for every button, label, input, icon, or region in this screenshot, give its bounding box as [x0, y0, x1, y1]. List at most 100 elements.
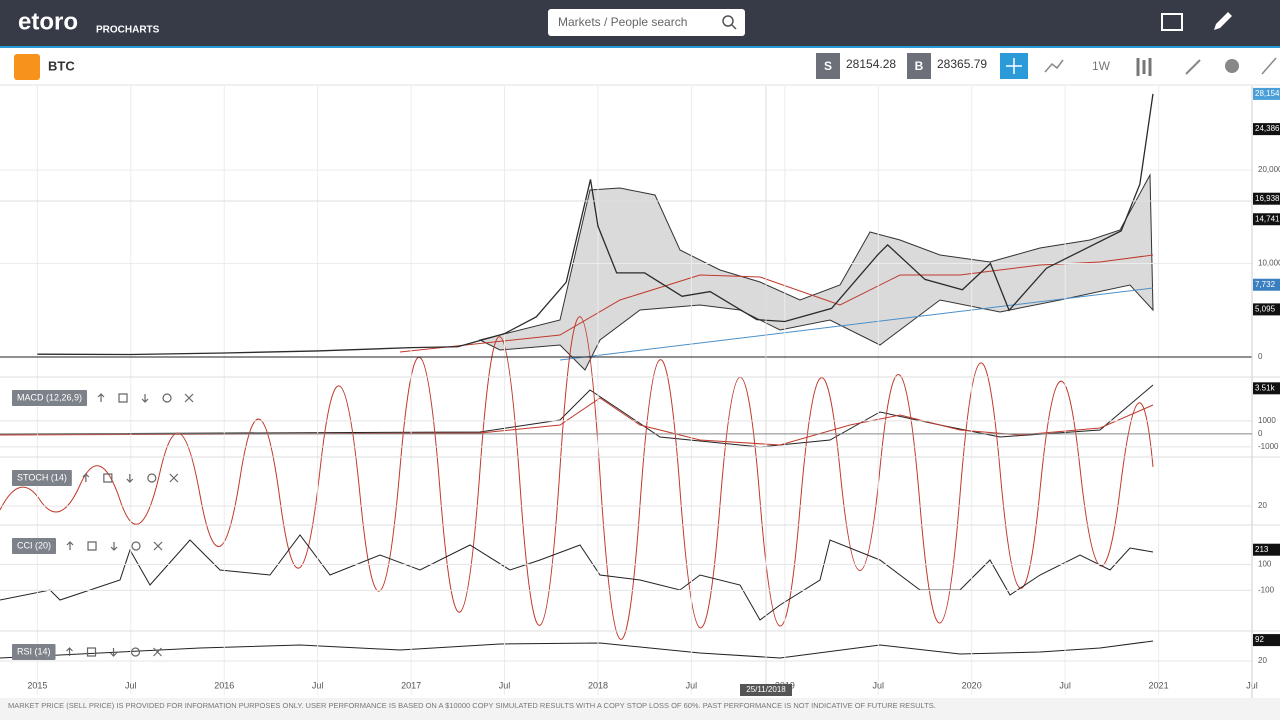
- panel-settings-button[interactable]: [130, 647, 141, 657]
- logo: etoro: [18, 8, 78, 35]
- search-box[interactable]: [548, 9, 745, 36]
- x-tick-label: Jul: [873, 680, 885, 690]
- panel-label-bg: [12, 538, 57, 554]
- btc-icon: [14, 54, 40, 80]
- sell-badge[interactable]: [816, 53, 840, 79]
- buy-label: B: [915, 59, 924, 73]
- value-tag-label: 213: [1255, 545, 1269, 554]
- price-tag: [1253, 303, 1280, 316]
- chart-type-icon[interactable]: [1044, 59, 1064, 73]
- panel-label: CCI (20): [17, 540, 51, 550]
- macd-line: [0, 384, 1154, 448]
- panel-settings-button[interactable]: [131, 541, 141, 551]
- price-tag-label: 14,741: [1255, 214, 1280, 223]
- draw-icon[interactable]: [1185, 59, 1201, 75]
- x-tick-label: 2020: [962, 680, 982, 690]
- y-tick-label: 100: [1258, 560, 1272, 569]
- x-tick-label: Jul: [1059, 680, 1071, 690]
- value-tag: [1253, 382, 1280, 395]
- price-tag-label: 5,095: [1255, 304, 1276, 313]
- cursor-date: 25/11/2018: [746, 685, 786, 694]
- rsi-line: [0, 640, 1154, 659]
- panel-label: MACD (12,26,9): [17, 392, 82, 402]
- candles-icon[interactable]: [1136, 58, 1152, 76]
- panel-up-button[interactable]: [97, 393, 105, 402]
- y-tick-label: 1000: [1258, 416, 1276, 425]
- macd-signal: [0, 397, 1154, 446]
- panel-close-button[interactable]: [153, 541, 163, 551]
- timeframe[interactable]: 1W: [1092, 59, 1111, 73]
- price-tag: [1253, 192, 1280, 205]
- toolbar: [0, 48, 1280, 85]
- layout-icon[interactable]: [1161, 13, 1183, 31]
- panel-settings-button[interactable]: [147, 473, 157, 483]
- panel-down-button[interactable]: [126, 474, 134, 483]
- panel-down-button[interactable]: [141, 394, 149, 403]
- panel-down-button[interactable]: [110, 648, 117, 657]
- y-tick-label: 20: [1258, 501, 1267, 510]
- sell-label: S: [824, 59, 832, 73]
- panel-up-button[interactable]: [66, 647, 73, 656]
- buy-badge[interactable]: [907, 53, 931, 79]
- crosshair-icon: [1006, 58, 1022, 74]
- panel-close-button[interactable]: [169, 473, 179, 483]
- value-tag-label: 92: [1255, 635, 1264, 644]
- panel-close-button[interactable]: [153, 647, 162, 657]
- x-tick-label: Jul: [125, 680, 137, 690]
- x-tick-label: 2017: [401, 680, 421, 690]
- x-tick-label: 2015: [27, 680, 47, 690]
- bollinger-band: [399, 173, 1154, 371]
- panel-label: RSI (14): [17, 646, 51, 656]
- value-tag: [1253, 634, 1280, 647]
- panel-label-bg: [12, 470, 72, 486]
- y-tick-label: 0: [1258, 352, 1263, 361]
- price-tag-label: 16,938: [1255, 194, 1280, 203]
- search-icon-handle: [731, 24, 737, 30]
- panel-expand-button[interactable]: [87, 541, 97, 551]
- panels-decor: [0, 316, 1154, 659]
- panel-expand-button[interactable]: [86, 647, 97, 657]
- footer-disclaimer: MARKET PRICE (SELL PRICE) IS PROVIDED FO…: [8, 701, 936, 710]
- footer-bar: [0, 698, 1280, 720]
- edit-icon[interactable]: [1214, 12, 1232, 30]
- price-tag-label: 24,386: [1255, 124, 1280, 133]
- price-line: [37, 93, 1154, 356]
- panel-label: STOCH (14): [17, 472, 67, 482]
- y-tick-label: 20,000: [1258, 165, 1280, 174]
- price-tag-label: 7,732: [1255, 280, 1276, 289]
- value-tag-label: 3.51k: [1255, 383, 1276, 392]
- panel-up-button[interactable]: [66, 541, 74, 550]
- panel-down-button[interactable]: [110, 542, 118, 551]
- settings-icon[interactable]: [1225, 59, 1239, 73]
- sell-price: 28154.28: [846, 57, 896, 71]
- buy-price: 28365.79: [937, 57, 987, 71]
- stoch-line: [0, 316, 1154, 640]
- price-tag: [1253, 278, 1280, 291]
- fullscreen-icon[interactable]: [1261, 57, 1277, 75]
- x-tick-label: Jul: [686, 680, 698, 690]
- x-tick-label: Jul: [312, 680, 324, 690]
- panel-close-button[interactable]: [184, 393, 194, 403]
- band-area: [478, 173, 1154, 371]
- x-tick-label: 2018: [588, 680, 608, 690]
- panel-settings-button[interactable]: [162, 393, 172, 403]
- price-tag: [1253, 213, 1280, 226]
- price-tag: [1253, 123, 1280, 136]
- y-tick-label: 0: [1258, 429, 1263, 438]
- y-tick-label: -100: [1258, 586, 1275, 595]
- price-tag-label: 28,154: [1255, 89, 1280, 98]
- logo-sub: PROCHARTS: [96, 25, 160, 36]
- panel-expand-button[interactable]: [103, 473, 113, 483]
- panel-expand-button[interactable]: [118, 393, 128, 403]
- accent-line: [0, 46, 1280, 48]
- panel-up-button[interactable]: [82, 473, 90, 482]
- x-tick-label: 2021: [1149, 680, 1169, 690]
- search-placeholder: Markets / People search: [558, 15, 687, 29]
- search-icon[interactable]: [722, 15, 734, 27]
- y-tick-label: 20: [1258, 656, 1267, 665]
- panel-label-bg: [12, 390, 88, 406]
- price-tag: [1253, 87, 1280, 100]
- trend-line: [559, 287, 1154, 361]
